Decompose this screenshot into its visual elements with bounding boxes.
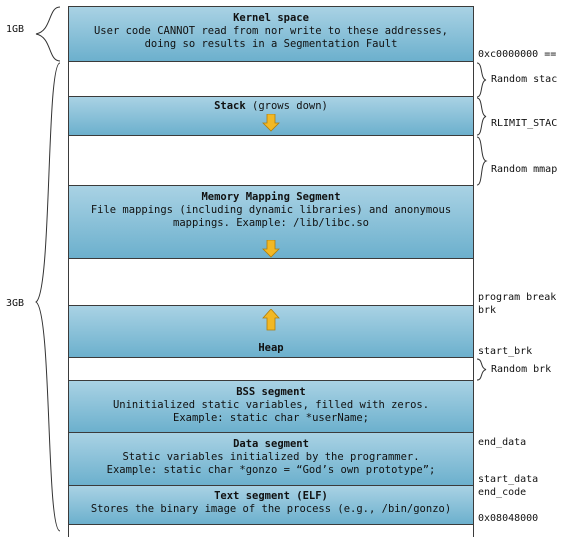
text-line1: Stores the binary image of the process (… bbox=[90, 503, 452, 515]
brk-label: brk bbox=[478, 305, 497, 316]
mmap-line2: mappings. Example: /lib/libc.so bbox=[173, 217, 369, 229]
kernel-space-line1: User code CANNOT read from nor write to … bbox=[93, 25, 448, 37]
mmap-line1: File mappings (including dynamic librari… bbox=[90, 204, 452, 216]
data-line1: Static variables initialized by the prog… bbox=[122, 451, 420, 463]
kernel-brace-icon bbox=[35, 6, 61, 62]
stack-title: Stack bbox=[214, 100, 246, 112]
down-arrow-icon bbox=[262, 240, 280, 258]
random-stack-offset-gap bbox=[68, 61, 474, 97]
kernel-space-title: Kernel space bbox=[233, 12, 309, 24]
text-start-address: 0x08048000 bbox=[478, 513, 539, 524]
bss-line1: Uninitialized static variables, filled w… bbox=[112, 399, 430, 411]
random-mmap-offset-gap bbox=[68, 135, 474, 186]
heap-title: Heap bbox=[258, 342, 284, 354]
kernel-space-line2: doing so results in a Segmentation Fault bbox=[144, 38, 398, 50]
start-data-label: start_data bbox=[478, 474, 539, 485]
bss-segment: BSS segment Uninitialized static variabl… bbox=[68, 380, 474, 433]
random-brk-brace-icon bbox=[476, 358, 487, 381]
bss-line2: Example: static char *userName; bbox=[173, 412, 369, 424]
bottom-segment-remainder bbox=[68, 524, 474, 537]
heap-segment: Heap bbox=[68, 305, 474, 358]
data-segment: Data segment Static variables initialize… bbox=[68, 432, 474, 486]
rlimit-stack-label: RLIMIT_STAC bbox=[491, 118, 558, 129]
random-brk-offset-label: Random brk bbox=[491, 364, 552, 375]
unmapped-gap bbox=[68, 258, 474, 306]
random-mmap-brace-icon bbox=[476, 136, 488, 186]
random-brk-offset-gap bbox=[68, 357, 474, 381]
user-size-label: 3GB bbox=[6, 298, 25, 309]
mmap-title: Memory Mapping Segment bbox=[201, 191, 341, 203]
stack-grows-down-text: (grows down) bbox=[245, 100, 328, 112]
stack-segment: Stack (grows down) bbox=[68, 96, 474, 136]
data-line2: Example: static char *gonzo = “God’s own… bbox=[106, 464, 436, 476]
rlimit-stack-brace-icon bbox=[476, 97, 487, 136]
end-code-label: end_code bbox=[478, 487, 527, 498]
random-mmap-offset-label: Random mmap bbox=[491, 164, 558, 175]
random-stack-brace-icon bbox=[476, 62, 487, 98]
end-data-label: end_data bbox=[478, 437, 527, 448]
text-title: Text segment (ELF) bbox=[214, 490, 328, 502]
random-stack-offset-label: Random stac bbox=[491, 74, 558, 85]
kernel-space-segment: Kernel space User code CANNOT read from … bbox=[68, 6, 474, 62]
user-brace-icon bbox=[35, 62, 61, 532]
text-segment: Text segment (ELF) Stores the binary ima… bbox=[68, 485, 474, 525]
bss-title: BSS segment bbox=[236, 386, 306, 398]
memory-mapping-segment: Memory Mapping Segment File mappings (in… bbox=[68, 185, 474, 259]
data-title: Data segment bbox=[233, 438, 309, 450]
kernel-size-label: 1GB bbox=[6, 24, 25, 35]
start-brk-label: start_brk bbox=[478, 346, 533, 357]
program-break-label: program break bbox=[478, 292, 557, 303]
up-arrow-icon bbox=[262, 309, 280, 331]
down-arrow-icon bbox=[262, 114, 280, 132]
kernel-start-address: 0xc0000000 == bbox=[478, 49, 557, 60]
